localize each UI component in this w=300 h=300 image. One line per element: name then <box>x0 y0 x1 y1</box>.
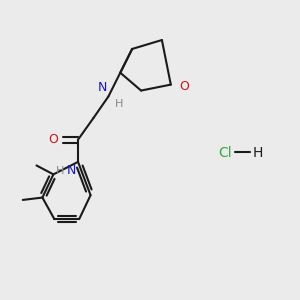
Text: H: H <box>56 166 64 176</box>
Text: H: H <box>115 99 123 109</box>
Text: N: N <box>67 164 76 177</box>
Text: H: H <box>253 146 263 160</box>
Text: O: O <box>49 133 58 146</box>
Text: O: O <box>180 80 190 94</box>
Text: Cl: Cl <box>218 146 232 160</box>
Text: N: N <box>98 81 107 94</box>
